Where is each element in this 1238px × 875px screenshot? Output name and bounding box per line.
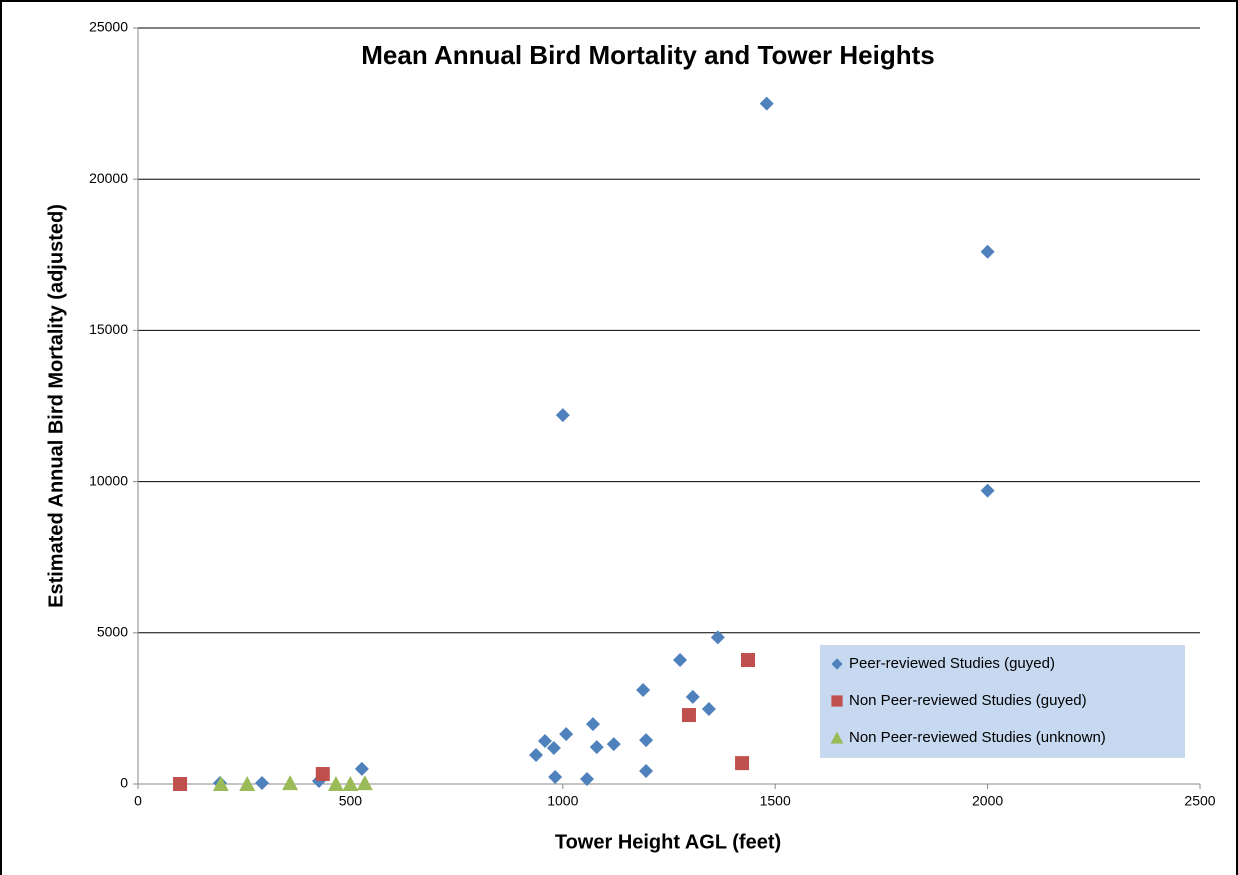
x-tick-label: 500 <box>339 793 363 809</box>
y-tick-label: 25000 <box>89 19 128 35</box>
marker <box>356 775 373 791</box>
y-tick-label: 20000 <box>89 170 128 186</box>
y-tick-label: 5000 <box>97 624 128 640</box>
marker <box>606 737 621 752</box>
marker <box>710 630 725 645</box>
marker <box>585 717 600 732</box>
marker <box>735 756 750 771</box>
chart-title: Mean Annual Bird Mortality and Tower Hei… <box>361 40 935 70</box>
marker <box>685 689 700 704</box>
x-tick-label: 0 <box>134 793 142 809</box>
marker <box>639 733 654 748</box>
marker <box>239 776 256 791</box>
y-tick-label: 0 <box>120 775 128 791</box>
marker <box>741 653 756 668</box>
x-tick-label: 1000 <box>547 793 578 809</box>
marker <box>342 776 359 791</box>
x-axis-label: Tower Height AGL (feet) <box>555 831 781 853</box>
marker <box>681 708 696 723</box>
marker <box>282 775 299 791</box>
marker <box>559 727 574 742</box>
marker <box>546 741 561 756</box>
marker <box>255 776 270 791</box>
marker <box>636 682 651 697</box>
x-tick-label: 2000 <box>972 793 1003 809</box>
marker <box>673 653 688 668</box>
legend-label: Non Peer-reviewed Studies (guyed) <box>849 692 1087 709</box>
marker <box>173 777 188 791</box>
marker <box>639 763 654 778</box>
marker <box>980 244 995 259</box>
marker <box>212 776 229 791</box>
marker <box>327 776 344 791</box>
legend-label: Non Peer-reviewed Studies (unknown) <box>849 729 1106 746</box>
marker <box>555 408 570 423</box>
marker <box>537 734 552 749</box>
marker <box>529 747 544 762</box>
marker <box>589 740 604 755</box>
y-tick-label: 15000 <box>89 321 128 337</box>
x-tick-label: 1500 <box>760 793 791 809</box>
marker <box>580 772 595 787</box>
marker <box>548 770 563 785</box>
marker <box>759 96 774 111</box>
marker <box>831 695 843 707</box>
marker <box>830 731 844 744</box>
marker <box>980 483 995 498</box>
marker <box>354 761 369 776</box>
marker <box>315 767 330 782</box>
marker <box>701 702 716 717</box>
y-axis-label: Estimated Annual Bird Mortality (adjuste… <box>45 204 67 608</box>
legend-label: Peer-reviewed Studies (guyed) <box>849 655 1055 672</box>
marker <box>831 658 843 670</box>
x-tick-label: 2500 <box>1184 793 1215 809</box>
y-tick-label: 10000 <box>89 472 128 488</box>
legend-box <box>820 645 1185 758</box>
